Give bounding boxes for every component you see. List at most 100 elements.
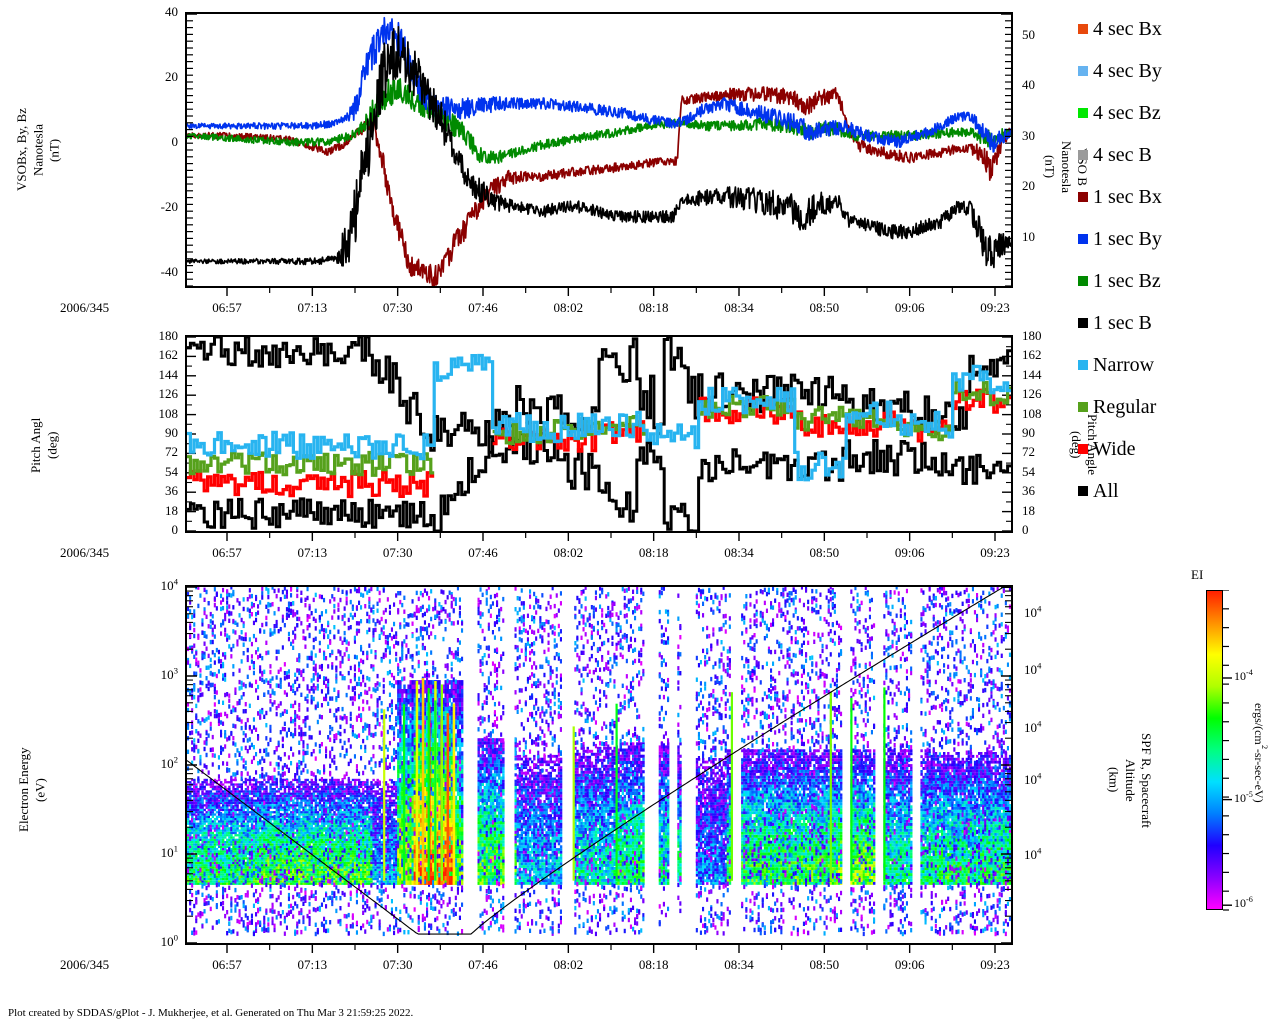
panel1-ylabel-left-line1: VSOBx, By, Bz xyxy=(14,109,29,192)
panel3-ytick: 103 xyxy=(130,666,178,683)
colorbar-unit-label: ergs/(cm2-sr-sec-eV) xyxy=(1248,688,1269,818)
panel3-ytick-right-exponent: 4 xyxy=(1037,603,1041,613)
panel2-ytick-right: 54 xyxy=(1022,464,1035,480)
pitch-angle-traces xyxy=(187,337,1011,531)
panel3-ylabel-right-line1: SPF R, Spacecraft xyxy=(1139,733,1154,828)
legend-swatch-icon xyxy=(1078,360,1088,370)
legend-item-wide[interactable]: Wide xyxy=(1078,428,1278,470)
colorbar-tick-label: 10-5 xyxy=(1234,790,1253,806)
legend-item-narrow[interactable]: Narrow xyxy=(1078,344,1278,386)
panel1-ytick: 20 xyxy=(140,69,178,85)
panel3-ytick-exponent: 3 xyxy=(174,666,178,676)
panel2-ytick: 72 xyxy=(130,444,178,460)
panel2-xtick-label: 08:50 xyxy=(794,545,854,561)
colorbar-unit-sup: 2 xyxy=(1252,745,1269,749)
legend-item-label: 1 sec Bx xyxy=(1093,187,1162,207)
panel2-xticks xyxy=(226,533,996,541)
panel2-ytick: 180 xyxy=(130,328,179,344)
panel2-ytick: 90 xyxy=(130,425,178,441)
panel2-xtick-label: 09:23 xyxy=(965,545,1025,561)
legend-item-4-sec-bz[interactable]: 4 sec Bz xyxy=(1078,92,1278,134)
panel3-ytick-right-exponent: 4 xyxy=(1037,845,1041,855)
legend-swatch-icon xyxy=(1078,276,1088,286)
legend-item-1-sec-bz[interactable]: 1 sec Bz xyxy=(1078,260,1278,302)
legend-item-1-sec-by[interactable]: 1 sec By xyxy=(1078,218,1278,260)
legend-item-1-sec-b[interactable]: 1 sec B xyxy=(1078,302,1278,344)
panel1-xtick-label: 07:46 xyxy=(453,300,513,316)
legend-item-label: 4 sec Bz xyxy=(1093,103,1161,123)
panel2-xtick-label: 07:13 xyxy=(282,545,342,561)
panel3-ytick-mantissa: 10 xyxy=(161,667,174,682)
panel1-xtick-label: 09:23 xyxy=(965,300,1025,316)
spacecraft-altitude-trace xyxy=(187,587,1011,935)
panel3-ytick-right: 104 xyxy=(1024,720,1041,736)
legend-swatch-icon xyxy=(1078,486,1088,496)
panel3-xtick-label: 09:06 xyxy=(880,957,940,973)
legend-item-regular[interactable]: Regular xyxy=(1078,386,1278,428)
panel1-xtick-label: 08:50 xyxy=(794,300,854,316)
panel2-ytick-right: 72 xyxy=(1022,444,1035,460)
panel3-xtick-label: 08:18 xyxy=(624,957,684,973)
colorbar-tick-mantissa: 10 xyxy=(1234,791,1246,805)
colorbar-tick-mantissa: 10 xyxy=(1234,896,1246,910)
panel3-ytick-right-mantissa: 10 xyxy=(1024,662,1037,677)
panel3-ytick-right-mantissa: 10 xyxy=(1024,605,1037,620)
panel2-ytick: 162 xyxy=(130,347,179,363)
legend-item-label: Wide xyxy=(1093,439,1136,459)
panel1-ylabel-left-line3: (nT) xyxy=(47,138,62,161)
panel2-ytick: 126 xyxy=(130,386,179,402)
legend-item-label: 1 sec Bz xyxy=(1093,271,1161,291)
panel1-xtick-label: 08:18 xyxy=(624,300,684,316)
panel3-xtick-label: 08:34 xyxy=(709,957,769,973)
legend-item-all[interactable]: All xyxy=(1078,470,1278,512)
panel3-xtick-label: 07:46 xyxy=(453,957,513,973)
panel1-ylabel-left: VSOBx, By, Bz Nanotesla (nT) xyxy=(14,70,74,230)
panel2-ytick-right: 36 xyxy=(1022,483,1035,499)
magnetic-field-traces xyxy=(187,14,1011,286)
panel2-ytick: 144 xyxy=(130,367,179,383)
panel3-ylabel-right-line3: (km) xyxy=(1107,767,1122,792)
panel1-xtick-label: 09:06 xyxy=(880,300,940,316)
panel-electron-energy-spectrogram xyxy=(185,585,1013,945)
panel3-ytick-mantissa: 10 xyxy=(161,756,174,771)
panel2-ylabel-left-line2: (deg) xyxy=(44,431,59,458)
legend-swatch-icon xyxy=(1078,318,1088,328)
panel3-xtick-label: 09:23 xyxy=(965,957,1025,973)
panel3-ytick-exponent: 1 xyxy=(174,844,178,854)
panel2-ytick-right: 18 xyxy=(1022,503,1035,519)
panel2-date-label: 2006/345 xyxy=(60,545,109,561)
legend-item-4-sec-bx[interactable]: 4 sec Bx xyxy=(1078,8,1278,50)
legend-item-4-sec-b[interactable]: 4 sec B xyxy=(1078,134,1278,176)
panel1-xtick-label: 07:30 xyxy=(368,300,428,316)
legend-item-1-sec-bx[interactable]: 1 sec Bx xyxy=(1078,176,1278,218)
panel2-ylabel-left-line1: Pitch Angl xyxy=(28,417,43,472)
panel1-ytick-right: 10 xyxy=(1022,229,1035,245)
legend-item-4-sec-by[interactable]: 4 sec By xyxy=(1078,50,1278,92)
panel3-ytick-right-exponent: 4 xyxy=(1037,719,1041,729)
panel2-xtick-label: 07:30 xyxy=(368,545,428,561)
panel2-xtick-label: 08:34 xyxy=(709,545,769,561)
legend-item-label: All xyxy=(1093,481,1119,501)
legend-swatch-icon xyxy=(1078,402,1088,412)
legend: 4 sec Bx 4 sec By 4 sec Bz 4 sec B 1 sec Bx 1… xyxy=(1078,8,1278,512)
panel1-ytick: 0 xyxy=(140,134,179,150)
panel3-xtick-label: 06:57 xyxy=(197,957,257,973)
panel1-xtick-label: 07:13 xyxy=(282,300,342,316)
panel2-ytick-right: 162 xyxy=(1022,347,1042,363)
panel3-ytick-exponent: 2 xyxy=(174,755,178,765)
panel2-ytick: 0 xyxy=(130,522,179,538)
legend-item-label: 1 sec By xyxy=(1093,229,1162,249)
legend-item-label: 4 sec Bx xyxy=(1093,19,1162,39)
panel3-ytick-right-exponent: 4 xyxy=(1037,771,1041,781)
panel1-ytick-right: 30 xyxy=(1022,128,1035,144)
panel3-ylabel-right-line2: Altitude xyxy=(1123,759,1138,802)
panel3-ytick-right: 104 xyxy=(1024,845,1041,863)
panel1-ytick: -40 xyxy=(140,264,178,280)
colorbar-tick-label: 10-6 xyxy=(1234,896,1253,911)
colorbar-unit-part2: -sr-sec-eV) xyxy=(1252,749,1266,803)
colorbar-unit-part1: ergs/(cm xyxy=(1252,703,1266,745)
panel2-ytick-right: 90 xyxy=(1022,425,1035,441)
panel1-ylabel-right-line2: Nanotesla xyxy=(1059,141,1074,193)
panel3-ylabel-left: Electron Energy (eV) xyxy=(16,720,62,860)
panel3-ytick-right-mantissa: 10 xyxy=(1024,847,1037,862)
